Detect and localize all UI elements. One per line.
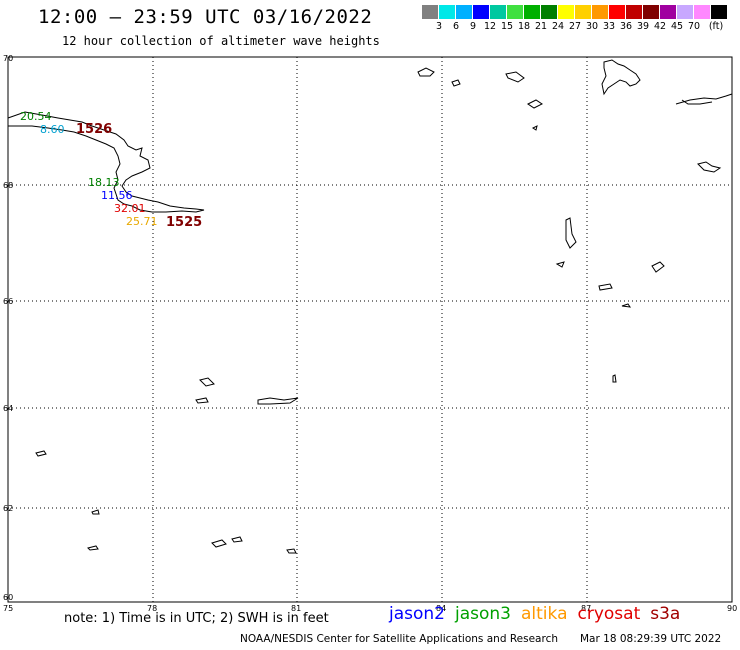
lat-tick-label: 60 (3, 593, 13, 602)
legend-swatch (490, 5, 507, 19)
coastlines (7, 59, 733, 554)
satellite-name: cryosat (577, 604, 641, 624)
legend-swatch (507, 5, 524, 19)
island-outline (697, 161, 722, 173)
wave-height-observations: 20.54 8.60 1526 18.13 11.56 32.01 25.71 … (20, 110, 202, 230)
legend-tick-label: 33 (602, 21, 616, 32)
map-title: 12:00 — 23:59 UTC 03/16/2022 (38, 6, 373, 28)
map-subtitle: 12 hour collection of altimeter wave hei… (62, 34, 380, 48)
lon-tick-label: 90 (727, 604, 737, 613)
wave-height-color-legend: 3 6 9 12 15 18 21 24 27 30 33 36 39 42 45 70 (ft) (422, 5, 728, 33)
legend-swatch (643, 5, 660, 19)
legend-tick-label: 27 (568, 21, 582, 32)
wave-height-value: 32.01 (114, 202, 146, 215)
legend-tick-label: 6 (452, 21, 460, 32)
legend-swatch (711, 5, 728, 19)
island-outline (651, 261, 665, 273)
lon-tick-label: 75 (3, 604, 13, 613)
legend-tick-label: 70 (687, 21, 701, 32)
legend-tick-label: 12 (483, 21, 497, 32)
legend-tick-label: 42 (653, 21, 667, 32)
legend-tick-label: 21 (534, 21, 548, 32)
legend-tick-label: 9 (469, 21, 477, 32)
legend-unit: (ft) (708, 21, 724, 32)
lat-tick-label: 68 (3, 181, 13, 190)
pass-time-label: 1526 (76, 122, 112, 137)
island-outline (555, 261, 565, 268)
island-outline (417, 67, 435, 77)
lon-tick-label: 81 (291, 604, 301, 613)
satellite-name: s3a (650, 604, 681, 624)
island-outline (87, 545, 99, 551)
legend-swatch (609, 5, 626, 19)
island-outline (621, 303, 632, 308)
legend-swatch (660, 5, 677, 19)
footer-credit: NOAA/NESDIS Center for Satellite Applica… (240, 633, 558, 645)
legend-swatch (558, 5, 575, 19)
lat-tick-label: 66 (3, 297, 13, 306)
legend-swatch (541, 5, 558, 19)
island-outline (601, 59, 641, 96)
legend-tick-label: 45 (670, 21, 684, 32)
lon-tick-label: 84 (436, 604, 446, 613)
legend-labels: 3 6 9 12 15 18 21 24 27 30 33 36 39 42 45 70 (ft) (422, 19, 728, 33)
pass-time-label: 1525 (166, 215, 202, 230)
island-outline (532, 125, 538, 131)
lat-tick-label: 70 (3, 54, 13, 63)
island-outline (231, 536, 243, 543)
island-outline (91, 509, 100, 515)
island-outline (195, 397, 209, 404)
legend-tick-label: 39 (636, 21, 650, 32)
footer-note: note: 1) Time is in UTC; 2) SWH is in fe… (64, 611, 329, 626)
lat-tick-label: 62 (3, 504, 13, 513)
legend-swatch (524, 5, 541, 19)
legend-swatch (592, 5, 609, 19)
legend-swatch (439, 5, 456, 19)
legend-swatch (473, 5, 490, 19)
island-outline (199, 377, 215, 387)
island-outline (286, 548, 297, 554)
legend-tick-label: 3 (435, 21, 443, 32)
wave-height-value: 20.54 (20, 110, 52, 123)
wave-height-value: 25.71 (126, 215, 158, 228)
legend-tick-label: 15 (500, 21, 514, 32)
island-outline (35, 450, 47, 457)
legend-swatch (694, 5, 711, 19)
legend-swatch (422, 5, 439, 19)
legend-swatch (626, 5, 643, 19)
island-outline (505, 71, 525, 83)
legend-swatch (456, 5, 473, 19)
lon-tick-label: 87 (581, 604, 591, 613)
lon-tick-label: 78 (147, 604, 157, 613)
island-outline (612, 374, 617, 383)
wave-height-value: 11.56 (101, 189, 133, 202)
legend-tick-label: 24 (551, 21, 565, 32)
wave-height-value: 8.60 (40, 123, 65, 136)
satellite-legend: jason2 jason3 altika cryosat s3a (389, 604, 690, 624)
legend-tick-label: 18 (517, 21, 531, 32)
wave-height-value: 18.13 (88, 176, 120, 189)
satellite-name: jason2 (389, 604, 445, 624)
island-outline (598, 283, 613, 291)
island-outline (451, 79, 461, 87)
map-frame (7, 56, 733, 603)
kara-coast-east (675, 93, 733, 105)
legend-tick-label: 36 (619, 21, 633, 32)
lat-tick-label: 64 (3, 404, 13, 413)
island-outline (527, 99, 543, 109)
legend-swatches (422, 5, 728, 19)
satellite-name: jason3 (455, 604, 511, 624)
island-outline (257, 397, 299, 405)
legend-tick-label: 30 (585, 21, 599, 32)
legend-swatch (575, 5, 592, 19)
kara-coast-east (681, 99, 713, 105)
island-outline (211, 539, 227, 548)
satellite-name: altika (521, 604, 568, 624)
legend-swatch (677, 5, 694, 19)
island-outline (565, 217, 577, 249)
graticule (8, 57, 732, 602)
footer-timestamp: Mar 18 08:29:39 UTC 2022 (580, 633, 722, 645)
yamal-peninsula-coast (7, 111, 205, 213)
